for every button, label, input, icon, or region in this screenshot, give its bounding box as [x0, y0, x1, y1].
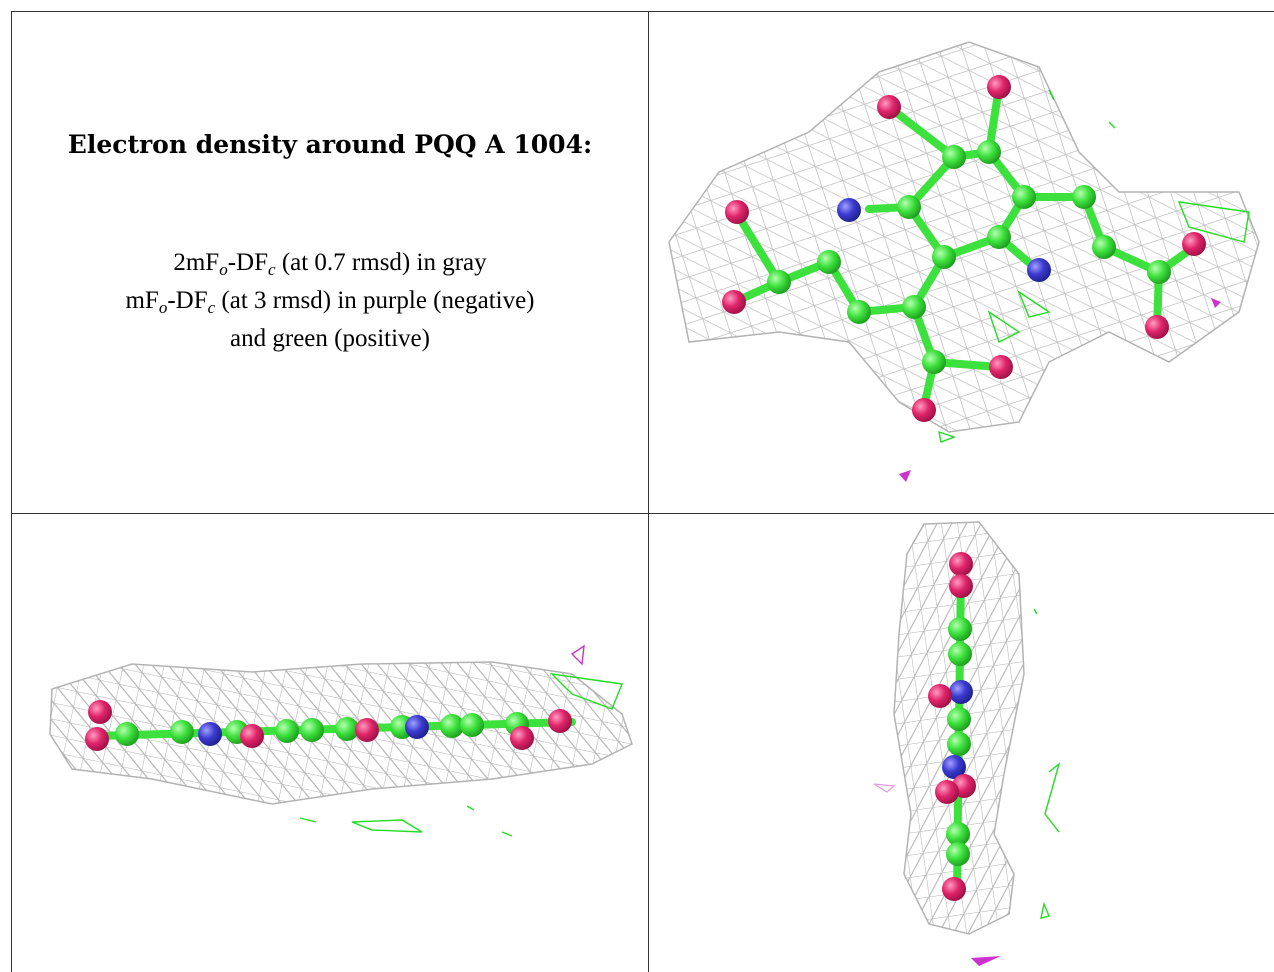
legend-line-fofc: mFo-DFc (at 3 rmsd) in purple (negative): [125, 287, 535, 317]
negative-density-blobs: [873, 783, 1001, 966]
legend-description: 2mFo-DFc (at 0.7 rmsd) in gray mFo-DFc (…: [12, 244, 648, 358]
positive-density-blobs: [1033, 608, 1061, 919]
molecule-top-view: [649, 12, 1274, 513]
negative-density-blobs: [899, 298, 1221, 482]
molecule-edge-view: [12, 514, 648, 972]
electron-density-mesh: [668, 41, 1260, 433]
figure-table: [11, 11, 1274, 972]
top-view-render: [668, 41, 1260, 482]
negative-density-blob: [570, 644, 585, 666]
table-divider-horizontal: [11, 513, 1274, 514]
positive-density-blobs: [938, 89, 1250, 443]
legend-cell: Electron density around PQQ A 1004: 2mFo…: [12, 12, 648, 513]
edge-view-render: [49, 644, 633, 837]
figure-title: Electron density around PQQ A 1004:: [67, 130, 593, 159]
positive-density-blobs: [299, 673, 623, 837]
end-view-render: [873, 521, 1061, 966]
legend-line-2fofc: 2mFo-DFc (at 0.7 rmsd) in gray: [173, 249, 487, 279]
ball-and-stick-model: [722, 75, 1206, 422]
ball-and-stick-model: [85, 700, 576, 751]
legend-line-colors: and green (positive): [230, 325, 430, 352]
table-divider-vertical: [648, 11, 649, 972]
ball-and-stick-model: [928, 552, 976, 901]
molecule-end-view: [649, 514, 1274, 972]
